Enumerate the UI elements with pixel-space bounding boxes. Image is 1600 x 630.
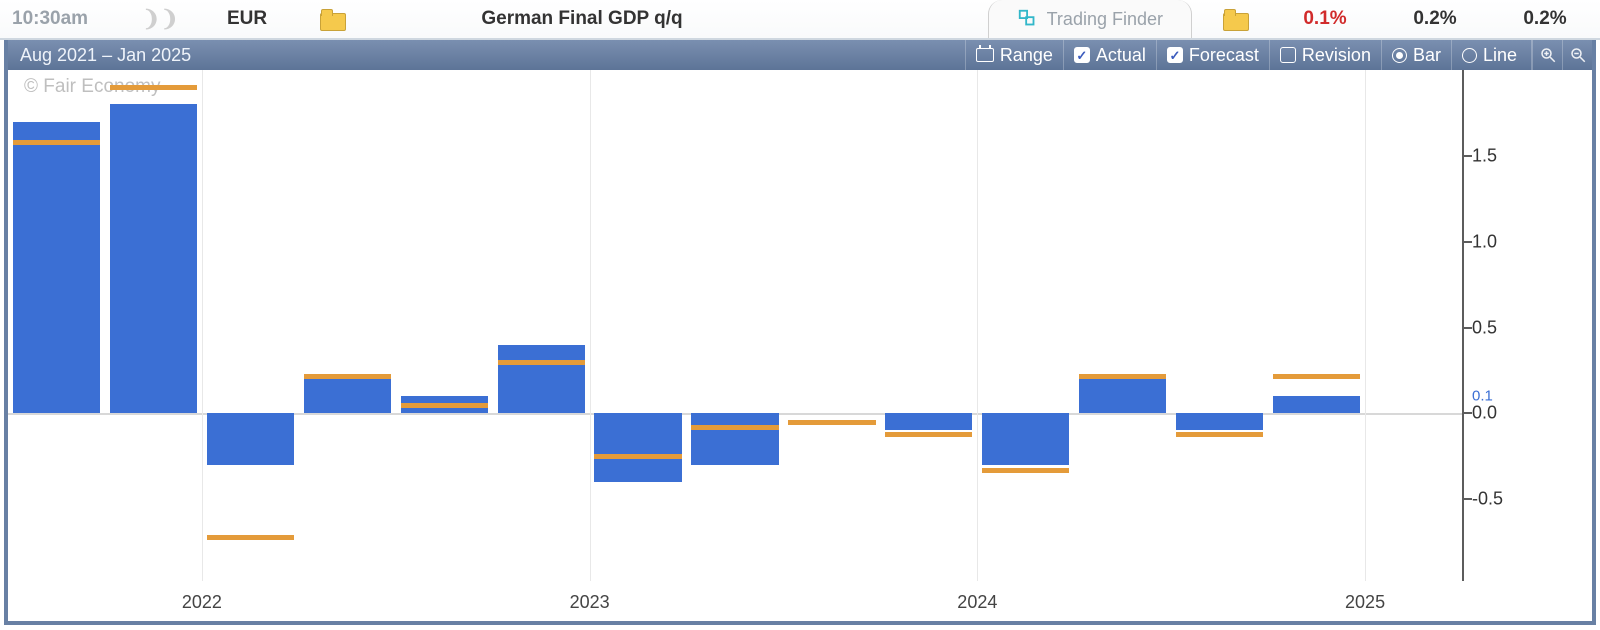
- event-previous-value: 0.2%: [1490, 8, 1600, 30]
- zoom-out-button[interactable]: [1562, 40, 1592, 70]
- yaxis-current-value: 0.1: [1472, 388, 1493, 405]
- chart-forecast-mark[interactable]: [691, 425, 778, 430]
- event-row: 10:30am ❩❩ EUR German Final GDP q/q Trad…: [0, 0, 1600, 40]
- xaxis-year-label: 2023: [570, 592, 610, 613]
- chart-forecast-mark[interactable]: [207, 535, 294, 540]
- chart-bar[interactable]: [110, 104, 197, 413]
- branding-text: Trading Finder: [1047, 9, 1163, 30]
- chart-bar[interactable]: [594, 413, 681, 482]
- zoom-out-icon: [1569, 46, 1587, 64]
- calendar-range-icon: [976, 48, 994, 62]
- line-mode-radio[interactable]: Line: [1451, 40, 1532, 70]
- chart-forecast-mark[interactable]: [1273, 374, 1360, 379]
- chart-forecast-mark[interactable]: [498, 360, 585, 365]
- folder-open-icon[interactable]: [1200, 9, 1270, 29]
- chart-forecast-mark[interactable]: [788, 420, 875, 425]
- zoom-in-icon: [1539, 46, 1557, 64]
- chart-bar[interactable]: [691, 413, 778, 465]
- chart-bar[interactable]: [1176, 413, 1263, 430]
- chart-toolbar: Aug 2021 – Jan 2025 Range ✓ Actual ✓ For…: [8, 40, 1592, 70]
- yaxis-tick-label: 0.0: [1472, 403, 1497, 424]
- chart-forecast-mark[interactable]: [1176, 432, 1263, 437]
- revision-toggle[interactable]: Revision: [1269, 40, 1381, 70]
- chart-plot[interactable]: © Fair Economy: [8, 70, 1462, 581]
- bar-mode-label: Bar: [1413, 45, 1441, 66]
- actual-toggle-label: Actual: [1096, 45, 1146, 66]
- chart-bar[interactable]: [1079, 379, 1166, 413]
- chart-forecast-mark[interactable]: [1079, 374, 1166, 379]
- forecast-toggle-label: Forecast: [1189, 45, 1259, 66]
- chart-bar[interactable]: [207, 413, 294, 465]
- chart-bar[interactable]: [885, 413, 972, 430]
- chart-bar[interactable]: [13, 122, 100, 414]
- event-time: 10:30am: [12, 8, 142, 30]
- chart-bar[interactable]: [982, 413, 1069, 465]
- checkbox-checked-icon: ✓: [1074, 47, 1090, 63]
- chart-forecast-mark[interactable]: [110, 85, 197, 90]
- xaxis-year-label: 2024: [957, 592, 997, 613]
- bar-mode-radio[interactable]: Bar: [1381, 40, 1451, 70]
- chart-forecast-mark[interactable]: [982, 468, 1069, 473]
- yaxis-tick-label: 0.5: [1472, 317, 1497, 338]
- revision-toggle-label: Revision: [1302, 45, 1371, 66]
- chart-forecast-mark[interactable]: [13, 140, 100, 145]
- zoom-in-button[interactable]: [1532, 40, 1562, 70]
- checkbox-checked-icon: ✓: [1167, 47, 1183, 63]
- actual-toggle[interactable]: ✓ Actual: [1063, 40, 1156, 70]
- impact-icon: ❩❩: [142, 6, 202, 32]
- event-currency: EUR: [202, 8, 292, 30]
- range-button[interactable]: Range: [965, 40, 1063, 70]
- chart-forecast-mark[interactable]: [304, 374, 391, 379]
- radio-selected-icon: [1392, 48, 1407, 63]
- event-forecast-value: 0.2%: [1380, 8, 1490, 30]
- yaxis-tick-label: 1.5: [1472, 145, 1497, 166]
- yaxis-tick-label: 1.0: [1472, 231, 1497, 252]
- xaxis-year-label: 2025: [1345, 592, 1385, 613]
- chart-forecast-mark[interactable]: [401, 403, 488, 408]
- chart-panel: Aug 2021 – Jan 2025 Range ✓ Actual ✓ For…: [4, 40, 1596, 625]
- event-title: German Final GDP q/q: [372, 8, 792, 30]
- xaxis-year-label: 2022: [182, 592, 222, 613]
- forecast-toggle[interactable]: ✓ Forecast: [1156, 40, 1269, 70]
- chart-range-label: Aug 2021 – Jan 2025: [8, 45, 965, 66]
- branding-badge: Trading Finder: [988, 0, 1192, 38]
- yaxis-tick-label: -0.5: [1472, 489, 1503, 510]
- range-button-label: Range: [1000, 45, 1053, 66]
- chart-forecast-mark[interactable]: [885, 432, 972, 437]
- chart-forecast-mark[interactable]: [594, 454, 681, 459]
- chart-bar[interactable]: [1273, 396, 1360, 413]
- chart-bar[interactable]: [498, 345, 585, 414]
- line-mode-label: Line: [1483, 45, 1517, 66]
- event-actual-value: 0.1%: [1270, 8, 1380, 30]
- chart-area[interactable]: © Fair Economy -0.5 0.0 0.5 1.0 1.5 0.1 2022 2…: [8, 70, 1592, 621]
- folder-icon[interactable]: [292, 9, 372, 29]
- chart-bar[interactable]: [304, 379, 391, 413]
- chart-yaxis: -0.5 0.0 0.5 1.0 1.5 0.1: [1462, 70, 1506, 581]
- radio-icon: [1462, 48, 1477, 63]
- checkbox-icon: [1280, 47, 1296, 63]
- brand-logo-icon: [1017, 8, 1039, 30]
